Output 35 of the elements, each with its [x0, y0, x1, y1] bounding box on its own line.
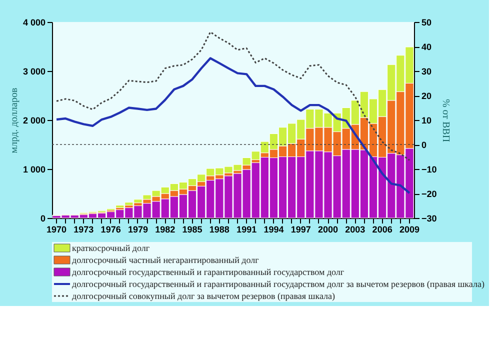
y2-tick-label: 30 [422, 66, 432, 76]
x-tick-label: 1991 [236, 224, 257, 234]
y2-tick-label: 20 [422, 91, 432, 101]
x-tick-label: 1973 [74, 224, 94, 234]
x-tick-label: 1994 [264, 224, 284, 234]
y-tick-label: 4 000 [22, 18, 46, 28]
x-tick-label: 1997 [290, 224, 311, 234]
legend-label: долгосрочный государственный и гарантированный государством долг за вычетом резервов (правая шкала) [72, 279, 484, 289]
y2-tick-label: 10 [422, 116, 432, 126]
x-tick-label: 1970 [46, 224, 67, 234]
y2-tick-label: −10 [422, 164, 437, 174]
y2-tick-label: 40 [422, 42, 432, 52]
legend-label: долгосрочный частный негарантированный долг [72, 255, 260, 265]
y-axis-title: млрд. долларов [8, 88, 20, 154]
x-tick-label: 1979 [128, 224, 148, 234]
y2-tick-label: 50 [422, 18, 432, 28]
x-tick-label: 1988 [209, 224, 230, 234]
x-tick-label: 2009 [399, 224, 420, 234]
x-tick-label: 1985 [182, 224, 202, 234]
y-tick-label: 0 [40, 214, 46, 224]
y2-tick-label: −30 [422, 214, 437, 224]
x-tick-label: 2000 [318, 224, 338, 234]
x-tick-label: 2006 [372, 224, 392, 234]
y-tick-label: 2 000 [22, 116, 46, 126]
x-tick-label: 1976 [100, 224, 121, 234]
x-tick-label: 2003 [345, 224, 366, 234]
legend-label: краткосрочный долг [72, 243, 150, 253]
y2-tick-label: −20 [422, 189, 437, 199]
y-tick-label: 3 000 [22, 66, 46, 76]
y2-axis-title: % от ВВП [440, 98, 451, 142]
x-tick-label: 1982 [155, 224, 176, 234]
legend-label: долгосрочный государственный и гарантированный государством долг [72, 267, 344, 277]
y-tick-label: 1 000 [22, 164, 46, 174]
legend-label: долгосрочный совокупный долг за вычетом резервов (правая шкала) [72, 291, 336, 301]
y2-tick-label: 0 [422, 140, 427, 150]
